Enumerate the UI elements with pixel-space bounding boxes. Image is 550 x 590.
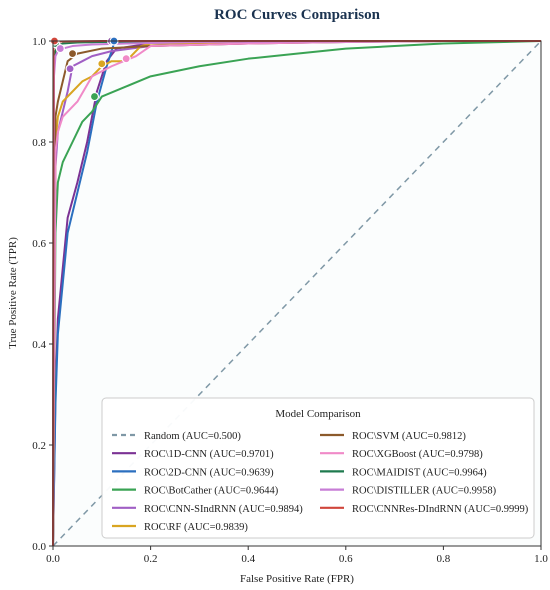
x-tick-label: 0.4 — [241, 553, 255, 565]
y-axis-label: True Positive Rate (TPR) — [7, 237, 19, 349]
x-axis: 0.0 0.2 0.4 0.6 0.8 1.0 — [46, 546, 548, 565]
legend-label: ROC\CNN-SIndRNN (AUC=0.9894) — [144, 504, 303, 515]
legend-label: ROC\SVM (AUC=0.9812) — [352, 431, 466, 442]
y-tick-label: 1.0 — [32, 36, 46, 48]
legend-items: Random (AUC=0.500) ROC\1D-CNN (AUC=0.9701… — [112, 431, 529, 533]
legend: Model Comparison Random (AUC=0.500) ROC\1… — [101, 397, 535, 539]
legend-label: Random (AUC=0.500) — [144, 431, 241, 442]
y-tick-label: 0.4 — [32, 339, 46, 351]
y-axis: 0.0 0.2 0.4 0.6 0.8 1.0 — [32, 36, 53, 553]
plot-frame — [52, 40, 542, 547]
x-axis-label: False Positive Rate (FPR) — [240, 573, 354, 585]
legend-label: ROC\2D-CNN (AUC=0.9639) — [144, 467, 274, 478]
operating-point-roc-svm — [67, 49, 78, 59]
operating-point-roc-xgboost — [121, 54, 131, 64]
roc-curve-random — [52, 40, 542, 547]
x-tick-label: 0.8 — [437, 553, 451, 565]
legend-label: ROC\CNNRes-DIndRNN (AUC=0.9999) — [352, 504, 529, 515]
legend-title: Model Comparison — [275, 408, 361, 420]
legend-label: ROC\RF (AUC=0.9839) — [144, 522, 248, 533]
legend-label: ROC\MAIDIST (AUC=0.9964) — [352, 467, 487, 478]
y-tick-label: 0.6 — [32, 238, 46, 250]
y-tick-label: 0.0 — [32, 541, 46, 553]
operating-point-roc-rf — [97, 59, 107, 69]
operating-point-roc-distiller — [55, 43, 65, 54]
x-tick-label: 0.0 — [46, 553, 60, 565]
operating-point-roc-cnn-sindrnn — [65, 64, 75, 74]
legend-box — [101, 397, 535, 539]
chart-title: ROC Curves Comparison — [214, 7, 380, 23]
legend-label: ROC\DISTILLER (AUC=0.9958) — [352, 486, 497, 497]
y-tick-label: 0.2 — [32, 440, 46, 452]
legend-label: ROC\XGBoost (AUC=0.9798) — [352, 449, 483, 460]
legend-label: ROC\BotCather (AUC=0.9644) — [144, 486, 279, 497]
x-tick-label: 0.2 — [144, 553, 158, 565]
legend-label: ROC\1D-CNN (AUC=0.9701) — [144, 449, 274, 460]
operating-point-roc-botcather — [89, 91, 100, 102]
x-tick-label: 1.0 — [534, 553, 548, 565]
x-tick-label: 0.6 — [339, 553, 353, 565]
roc-curve-roc-botcather — [52, 40, 542, 547]
y-tick-label: 0.8 — [32, 137, 46, 149]
